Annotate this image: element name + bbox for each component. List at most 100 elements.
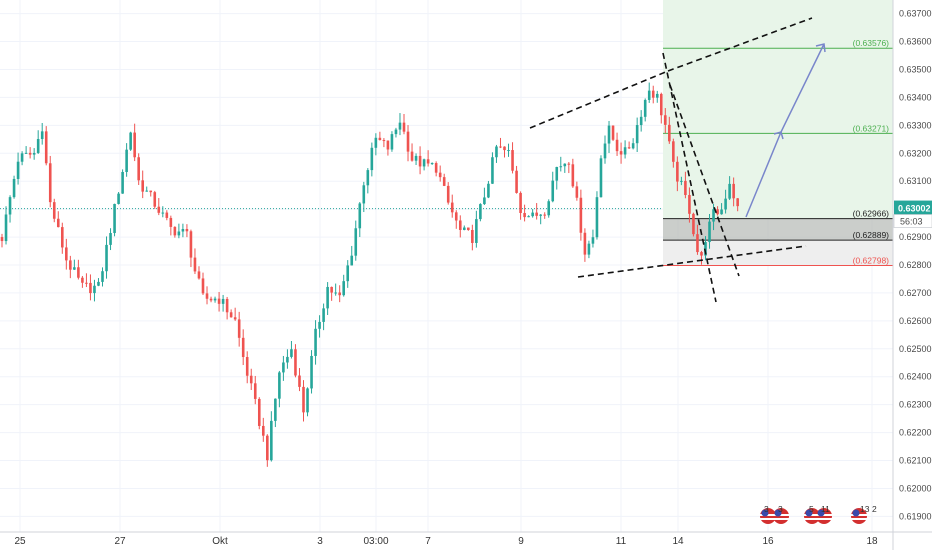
candle-body [523, 212, 526, 218]
candle-body [378, 137, 382, 141]
candle-body [141, 180, 144, 192]
candle-body [535, 212, 538, 216]
candle-body [181, 228, 185, 232]
candle-body [133, 132, 136, 158]
countdown-tag [893, 214, 932, 228]
candle-body [479, 204, 482, 220]
candle-body [579, 197, 583, 233]
candle-body [567, 163, 571, 165]
candle-body [732, 183, 735, 199]
candle-body [209, 298, 213, 301]
us-flag-icon[interactable] [851, 508, 867, 524]
position-zones: (0.63576) (0.63271) (0.62966) (0.62889) (0.6… [663, 0, 893, 267]
flag-canton [817, 509, 825, 517]
candle-body [471, 229, 474, 243]
channel-upper-line[interactable] [529, 70, 669, 129]
candle-body [615, 139, 619, 152]
y-tick-label: 0.63200 [899, 148, 932, 158]
candle-body [736, 198, 739, 207]
candle-body [639, 116, 643, 126]
candle-body [205, 293, 209, 299]
channel-upper-extension-line[interactable] [667, 17, 813, 72]
level-label-target: (0.63271) [853, 123, 890, 133]
y-tick-label: 0.63600 [899, 37, 932, 47]
candle-body [386, 140, 390, 150]
candle-body [583, 232, 587, 255]
candle-body [422, 159, 426, 167]
candle-body [475, 219, 478, 243]
candle-body [286, 356, 289, 363]
candle-body [370, 147, 374, 171]
y-tick-label: 0.63100 [899, 176, 932, 186]
y-tick-label: 0.62400 [899, 372, 932, 382]
us-flag-icon[interactable] [773, 508, 789, 524]
candle-body [213, 298, 217, 301]
candle-body [487, 183, 490, 198]
y-tick-label: 0.62800 [899, 260, 932, 270]
candle-body [61, 227, 64, 248]
candle-body [306, 388, 309, 413]
target-zone [663, 0, 893, 219]
candle-body [374, 137, 378, 148]
wedge-left-line[interactable] [662, 52, 717, 303]
candle-body [708, 221, 711, 243]
candle-body [24, 152, 28, 154]
us-flag-icon[interactable] [816, 508, 832, 524]
candle-body [635, 125, 639, 144]
candle-body [515, 170, 518, 193]
candle-body [704, 242, 707, 256]
candle-body [619, 151, 623, 155]
candle-body [157, 206, 161, 213]
x-tick-label: 9 [518, 536, 524, 547]
wedge-right-line[interactable] [669, 84, 740, 277]
candle-body [672, 141, 675, 162]
candle-body [326, 286, 329, 309]
flag-stripe [773, 518, 789, 520]
candle-body [109, 233, 112, 245]
candle-body [696, 234, 699, 253]
candle-body [32, 152, 36, 155]
flag-stripe [851, 518, 867, 520]
candle-body [527, 216, 530, 218]
candle-body [197, 271, 201, 279]
candle-body [406, 131, 410, 152]
flag-stripe [816, 518, 832, 520]
y-tick-label: 0.63300 [899, 120, 932, 130]
candle-body [294, 349, 297, 376]
candle-body [77, 267, 80, 278]
candle-body [491, 157, 494, 184]
candles [0, 82, 739, 467]
candle-body [728, 183, 731, 199]
candle-body [655, 93, 659, 98]
x-tick-label: Okt [212, 536, 228, 547]
candle-body [229, 312, 233, 318]
candle-body [241, 337, 245, 358]
candle-body [563, 163, 567, 167]
candle-body [113, 203, 116, 234]
flag-stripe [816, 514, 832, 516]
candle-body [253, 383, 257, 399]
trend-annotations[interactable]: 3 3 5 11 13 2 [529, 17, 877, 524]
candle-body [450, 202, 454, 213]
candle-body [519, 192, 522, 213]
x-tick-label: 18 [866, 536, 878, 547]
candle-body [366, 170, 370, 186]
candle-body [52, 202, 56, 219]
candle-body [282, 362, 285, 373]
channel-lower-line[interactable] [577, 245, 807, 278]
candle-body [559, 166, 563, 168]
y-tick-label: 0.63700 [899, 9, 932, 19]
candle-body [591, 237, 595, 244]
candle-body [16, 161, 20, 179]
candle-body [169, 217, 173, 227]
flag-canton [761, 509, 769, 517]
candle-body [680, 180, 683, 182]
candle-body [117, 193, 120, 204]
level-label-target: (0.63576) [853, 38, 890, 48]
x-tick-label: 11 [616, 536, 627, 547]
us-flag-icon[interactable] [760, 508, 776, 524]
y-tick-label: 0.62900 [899, 232, 932, 242]
candle-body [0, 237, 4, 242]
